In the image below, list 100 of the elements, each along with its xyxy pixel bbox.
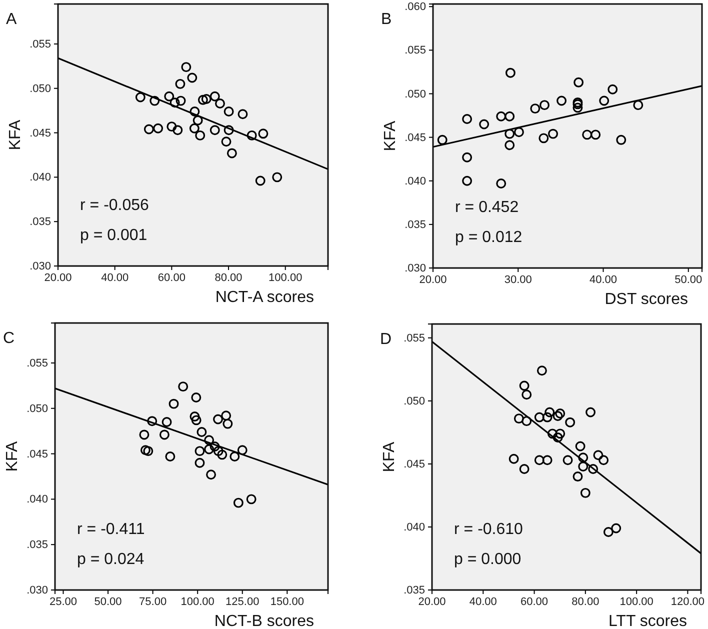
x-tick-label: 100.00 (620, 596, 654, 608)
point (578, 461, 588, 472)
point (168, 398, 179, 409)
point (172, 125, 183, 136)
chart-title: B (381, 11, 392, 28)
x-tick-label: 20.00 (418, 596, 446, 608)
x-tick-label: 75.00 (139, 596, 167, 608)
point (519, 464, 530, 474)
point (578, 452, 588, 463)
x-axis-title: LTT scores (608, 613, 687, 629)
y-tick-label: .060 (404, 1, 426, 14)
point (514, 127, 524, 138)
y-tick-label: .045 (404, 458, 425, 470)
point (135, 92, 146, 102)
y-axis-title: KFA (381, 442, 398, 472)
y-tick-label: .050 (30, 82, 51, 95)
point (514, 414, 524, 424)
x-tick-label: 80.00 (214, 272, 242, 284)
y-tick-label: .040 (404, 175, 426, 188)
point (238, 109, 248, 120)
point (599, 96, 610, 106)
point (562, 455, 573, 466)
point (572, 102, 583, 113)
x-tick-label: 20.00 (419, 274, 447, 286)
point (542, 455, 552, 466)
point (544, 407, 555, 418)
point (574, 77, 584, 88)
point (608, 84, 618, 94)
annotation: r = 0.452 (455, 199, 519, 216)
point (165, 452, 176, 462)
point (593, 450, 604, 460)
point (191, 392, 202, 402)
point (233, 498, 244, 508)
point (217, 450, 228, 460)
x-axis-title: DST scores (604, 291, 688, 308)
x-tick-label: 40.00 (469, 596, 497, 608)
point (144, 124, 154, 134)
point (198, 94, 208, 105)
x-tick-label: 100.00 (268, 272, 302, 284)
point (140, 445, 150, 456)
y-tick-label: .055 (30, 38, 51, 50)
point (588, 464, 598, 474)
point (166, 122, 177, 132)
point (565, 417, 576, 428)
point (255, 176, 266, 186)
y-tick-label: .040 (404, 521, 425, 534)
point (534, 412, 544, 422)
x-tick-label: 20.00 (44, 272, 72, 284)
point (586, 407, 596, 418)
point (230, 452, 240, 462)
annotation: p = 0.000 (454, 551, 522, 568)
point (194, 458, 205, 468)
point (139, 430, 150, 440)
point (215, 98, 225, 108)
point (246, 494, 256, 504)
point (556, 96, 567, 106)
y-tick-label: .030 (404, 262, 426, 275)
point (201, 94, 212, 104)
point (221, 136, 232, 147)
point (226, 148, 237, 158)
x-tick-label: 40.00 (589, 274, 618, 286)
point (522, 416, 532, 426)
point (547, 428, 558, 439)
x-axis-title: NCT-B scores (214, 613, 314, 629)
y-axis-title: KFA (382, 120, 399, 152)
point (224, 125, 234, 136)
y-tick-label: .055 (404, 332, 425, 344)
point (572, 472, 583, 482)
y-axis-title: KFA (4, 441, 21, 472)
point (153, 123, 164, 134)
y-tick-label: .055 (26, 357, 48, 370)
y-tick-label: .035 (26, 539, 48, 552)
point (437, 134, 448, 145)
x-tick-label: 60.00 (158, 272, 186, 284)
point (504, 111, 515, 122)
y-tick-label: .035 (30, 216, 51, 228)
x-tick-label: 40.00 (101, 272, 129, 284)
point (548, 128, 558, 139)
point (159, 430, 170, 440)
y-tick-label: .050 (26, 402, 48, 415)
point (170, 98, 180, 108)
point (534, 455, 544, 466)
y-tick-label: .055 (404, 44, 426, 57)
y-tick-label: .050 (404, 88, 426, 100)
point (222, 418, 233, 429)
point (258, 128, 268, 139)
point (213, 414, 223, 424)
point (190, 412, 200, 422)
x-tick-label: 50.00 (94, 596, 122, 608)
point (272, 172, 282, 182)
point (143, 446, 154, 456)
point (479, 119, 490, 130)
x-tick-label: 120.00 (670, 596, 705, 608)
x-tick-label: 100.00 (180, 596, 214, 608)
x-tick-label: 25.00 (49, 596, 78, 608)
y-tick-label: .030 (30, 260, 51, 273)
y-tick-label: .035 (404, 584, 425, 597)
point (204, 444, 214, 454)
point (603, 527, 614, 537)
point (210, 125, 220, 136)
